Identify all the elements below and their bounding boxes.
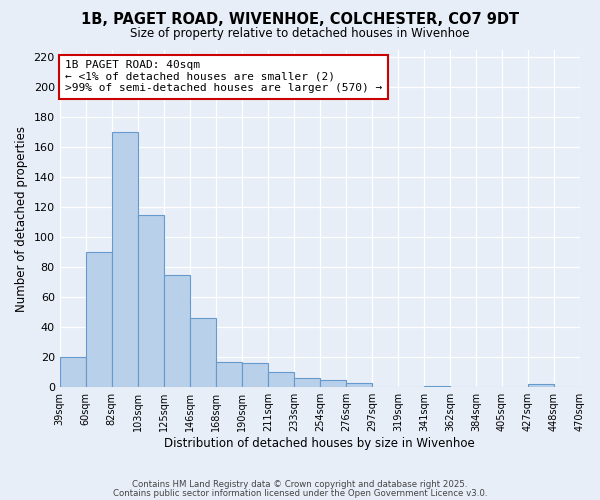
Text: Size of property relative to detached houses in Wivenhoe: Size of property relative to detached ho… bbox=[130, 28, 470, 40]
Bar bbox=[424, 386, 450, 387]
Bar bbox=[138, 215, 164, 387]
Bar bbox=[164, 275, 190, 387]
Bar bbox=[112, 132, 138, 387]
Bar bbox=[346, 382, 372, 387]
Bar bbox=[294, 378, 320, 387]
Bar bbox=[86, 252, 112, 387]
Bar bbox=[242, 363, 268, 387]
Bar bbox=[528, 384, 554, 387]
Y-axis label: Number of detached properties: Number of detached properties bbox=[15, 126, 28, 312]
Text: Contains HM Land Registry data © Crown copyright and database right 2025.: Contains HM Land Registry data © Crown c… bbox=[132, 480, 468, 489]
Text: Contains public sector information licensed under the Open Government Licence v3: Contains public sector information licen… bbox=[113, 488, 487, 498]
Bar bbox=[216, 362, 242, 387]
Text: 1B, PAGET ROAD, WIVENHOE, COLCHESTER, CO7 9DT: 1B, PAGET ROAD, WIVENHOE, COLCHESTER, CO… bbox=[81, 12, 519, 28]
Bar bbox=[59, 357, 86, 387]
Bar bbox=[190, 318, 216, 387]
Bar bbox=[320, 380, 346, 387]
X-axis label: Distribution of detached houses by size in Wivenhoe: Distribution of detached houses by size … bbox=[164, 437, 475, 450]
Bar bbox=[268, 372, 294, 387]
Text: 1B PAGET ROAD: 40sqm
← <1% of detached houses are smaller (2)
>99% of semi-detac: 1B PAGET ROAD: 40sqm ← <1% of detached h… bbox=[65, 60, 382, 94]
